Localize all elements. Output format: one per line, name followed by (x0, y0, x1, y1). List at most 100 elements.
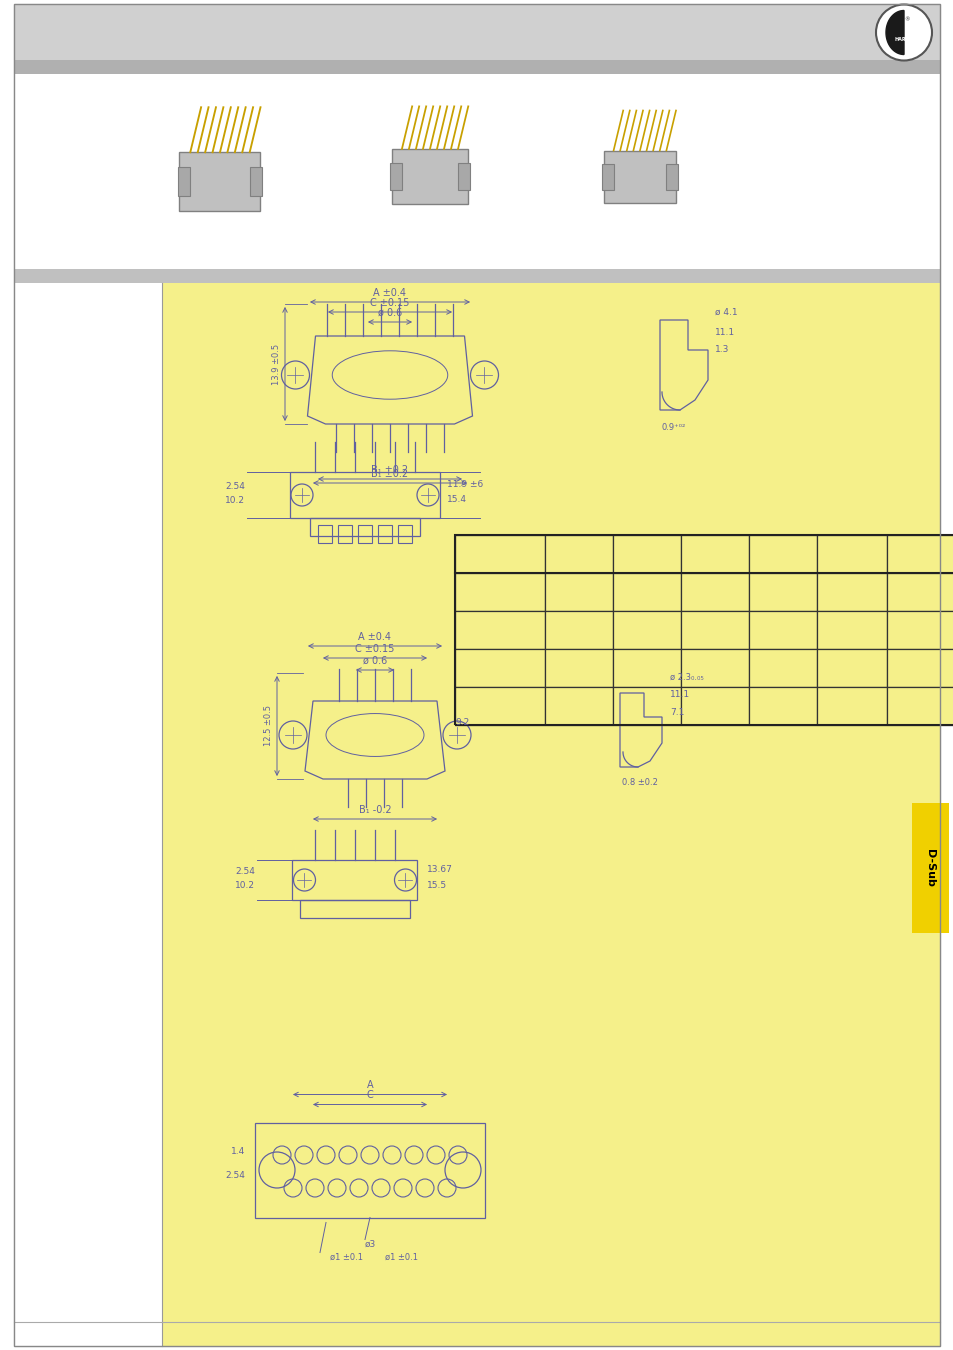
Text: 9.2: 9.2 (455, 718, 469, 728)
Bar (886, 572, 953, 612)
Bar (14, 74, 939, 269)
Text: B₁ ±0.2: B₁ ±0.2 (371, 464, 408, 475)
Text: 15.4: 15.4 (447, 495, 467, 505)
Text: 13.67: 13.67 (427, 865, 453, 875)
Bar (544, 572, 613, 612)
Bar (748, 687, 816, 725)
Bar (250, 167, 262, 196)
Bar (886, 687, 953, 725)
Polygon shape (885, 11, 903, 54)
Text: C ±0.15: C ±0.15 (355, 644, 395, 653)
Text: 1.4: 1.4 (231, 1148, 245, 1157)
Bar (886, 535, 953, 572)
Bar (666, 163, 677, 189)
Text: 2.54: 2.54 (225, 1170, 245, 1180)
Bar (177, 167, 190, 196)
Text: D-Sub: D-Sub (924, 849, 935, 887)
Bar (14, 59, 939, 74)
Bar (613, 687, 680, 725)
Text: B₁ ±0.2: B₁ ±0.2 (371, 468, 408, 479)
Bar (613, 649, 680, 687)
Bar (816, 649, 886, 687)
Text: 10.2: 10.2 (225, 497, 245, 505)
Bar (748, 572, 816, 612)
Text: ø1 ±0.1: ø1 ±0.1 (330, 1253, 363, 1261)
Bar (816, 687, 886, 725)
Bar (886, 612, 953, 649)
Bar (455, 535, 544, 572)
Bar (544, 687, 613, 725)
Bar (544, 612, 613, 649)
Bar (455, 649, 544, 687)
Text: 10.2: 10.2 (234, 882, 254, 891)
Text: ø3: ø3 (365, 1239, 375, 1249)
Text: 0.9⁺⁰²: 0.9⁺⁰² (661, 423, 685, 432)
Text: 11.9 ±6: 11.9 ±6 (447, 481, 483, 490)
Text: 12.5 ±0.5: 12.5 ±0.5 (264, 706, 273, 747)
Text: ø1 ±0.1: ø1 ±0.1 (385, 1253, 417, 1261)
Bar (457, 163, 470, 190)
Text: 15.5: 15.5 (427, 880, 447, 890)
Bar (397, 525, 412, 543)
Text: 2.54: 2.54 (225, 482, 245, 491)
Bar (680, 649, 748, 687)
Bar (254, 1122, 484, 1218)
Bar (299, 900, 410, 918)
Text: ø 4.1: ø 4.1 (714, 308, 737, 317)
Bar (179, 153, 260, 211)
Bar (14, 284, 162, 1346)
Bar (390, 163, 401, 190)
Bar (293, 860, 417, 900)
Bar (455, 535, 953, 725)
Bar (337, 525, 352, 543)
Bar (816, 572, 886, 612)
Bar (14, 5, 939, 59)
Bar (357, 525, 372, 543)
Text: A: A (366, 1080, 373, 1091)
Bar (816, 612, 886, 649)
Text: 0.8 ±0.2: 0.8 ±0.2 (621, 778, 658, 787)
Text: 13.9 ±0.5: 13.9 ±0.5 (272, 343, 281, 385)
Bar (317, 525, 332, 543)
Bar (603, 150, 676, 202)
Text: HARTING: HARTING (894, 36, 919, 42)
Bar (816, 535, 886, 572)
Bar (748, 612, 816, 649)
Bar (911, 803, 948, 933)
Text: ø 0.6: ø 0.6 (377, 308, 402, 319)
Bar (748, 535, 816, 572)
Bar (886, 649, 953, 687)
Bar (680, 687, 748, 725)
Bar (290, 472, 439, 518)
Bar (14, 269, 939, 284)
Bar (601, 163, 613, 189)
Text: 2.54: 2.54 (234, 868, 254, 876)
Bar (14, 284, 939, 1346)
Text: C: C (366, 1091, 373, 1100)
Text: 11.1: 11.1 (669, 690, 689, 699)
Bar (613, 535, 680, 572)
Bar (613, 612, 680, 649)
Text: A ±0.4: A ±0.4 (358, 632, 391, 643)
Bar (377, 525, 392, 543)
Bar (680, 535, 748, 572)
Bar (544, 649, 613, 687)
Circle shape (875, 4, 931, 61)
Text: C ±0.15: C ±0.15 (370, 298, 409, 308)
Bar (544, 535, 613, 572)
Text: 11.1: 11.1 (714, 328, 735, 338)
Bar (680, 572, 748, 612)
Text: ø 0.6: ø 0.6 (362, 656, 387, 666)
Bar (455, 612, 544, 649)
Bar (392, 148, 468, 204)
Bar (310, 518, 419, 536)
Text: ø 2.3₀.₀₅: ø 2.3₀.₀₅ (669, 674, 703, 682)
Bar (455, 572, 544, 612)
Text: ®: ® (903, 18, 909, 22)
Text: 1.3: 1.3 (714, 346, 729, 354)
Bar (680, 612, 748, 649)
Bar (748, 649, 816, 687)
Text: 7.1: 7.1 (669, 707, 683, 717)
Bar (455, 687, 544, 725)
Text: A ±0.4: A ±0.4 (374, 288, 406, 298)
